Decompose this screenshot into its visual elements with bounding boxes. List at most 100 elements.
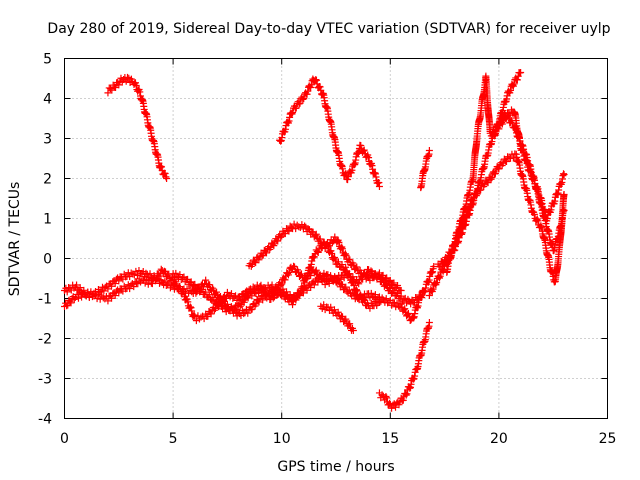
data-point: [202, 276, 210, 284]
data-point: [513, 76, 521, 84]
data-point: [401, 305, 409, 313]
data-point: [205, 291, 213, 299]
data-point: [180, 289, 188, 297]
y-tick-label: 0: [43, 252, 52, 268]
data-point: [301, 222, 309, 230]
data-point: [346, 320, 354, 328]
data-point: [312, 266, 320, 274]
data-point: [331, 273, 339, 281]
data-point: [357, 291, 365, 299]
y-tick-label: -2: [38, 332, 52, 348]
data-point: [100, 287, 108, 295]
data-point: [80, 286, 88, 294]
series-seg-afternoon-high: [417, 147, 433, 192]
data-point: [344, 176, 352, 184]
data-point: [289, 301, 297, 309]
data-point: [402, 391, 410, 399]
x-tick-label: 20: [490, 431, 508, 447]
series-seg-midday-high: [276, 75, 383, 190]
data-point: [397, 287, 405, 294]
data-point: [74, 294, 82, 302]
data-point: [349, 278, 357, 286]
data-point: [363, 272, 371, 280]
data-point: [213, 296, 221, 304]
data-points: [61, 69, 568, 412]
data-point: [431, 280, 439, 288]
data-point: [473, 190, 481, 198]
data-point: [429, 285, 437, 293]
x-tick-label: 15: [381, 431, 399, 447]
data-point: [330, 306, 338, 314]
data-point: [436, 272, 444, 280]
data-point: [279, 289, 287, 297]
data-point: [284, 269, 292, 277]
data-point: [202, 288, 210, 296]
data-point: [344, 173, 352, 181]
data-point: [382, 393, 390, 401]
data-point: [390, 279, 398, 287]
data-point: [537, 222, 545, 230]
data-point: [130, 271, 138, 279]
data-point: [304, 87, 312, 95]
data-point: [304, 225, 312, 233]
data-point: [339, 245, 347, 253]
data-point: [85, 293, 93, 301]
data-point: [346, 256, 354, 264]
data-point: [419, 287, 427, 294]
y-tick-label: -1: [38, 292, 52, 308]
data-point: [107, 85, 115, 93]
data-point: [353, 263, 361, 271]
data-point: [538, 223, 546, 231]
data-point: [278, 280, 286, 288]
data-point: [262, 249, 270, 257]
data-point: [141, 279, 149, 287]
data-point: [435, 273, 443, 281]
data-point: [93, 295, 101, 303]
series-seg-early-high: [104, 73, 171, 182]
data-point: [300, 95, 308, 103]
data-point: [255, 256, 263, 264]
data-point: [240, 298, 248, 306]
y-tick-label: 2: [43, 172, 52, 188]
data-point: [530, 210, 538, 218]
data-point: [111, 280, 119, 288]
chart-title: Day 280 of 2019, Sidereal Day-to-day VTE…: [47, 21, 610, 37]
data-point: [356, 292, 364, 300]
data-point: [296, 99, 304, 107]
data-point: [244, 294, 252, 302]
data-point: [137, 278, 145, 286]
data-point: [310, 281, 318, 289]
data-point: [63, 302, 71, 310]
data-point: [533, 216, 541, 224]
data-point: [290, 220, 298, 228]
x-axis-label: GPS time / hours: [277, 459, 394, 475]
data-point: [428, 287, 436, 295]
data-point: [334, 276, 342, 284]
data-point: [487, 175, 495, 183]
data-point: [472, 192, 480, 200]
data-point: [285, 227, 293, 235]
data-point: [88, 293, 96, 301]
data-point: [383, 274, 391, 282]
data-point: [148, 280, 156, 288]
data-point: [198, 286, 206, 294]
series-seg-bump: [245, 220, 405, 294]
data-point: [425, 147, 433, 154]
series-seg-short-dip: [317, 301, 357, 334]
data-point: [270, 242, 278, 250]
data-point: [144, 280, 152, 288]
data-point: [291, 263, 299, 271]
data-point: [269, 294, 277, 302]
y-tick-labels: -4 -3 -2 -1 0 1 2 3 4 5: [38, 52, 52, 428]
data-point: [339, 165, 347, 173]
x-tick-label: 10: [273, 431, 291, 447]
data-point: [244, 309, 252, 317]
series-seg-baseline-c: [169, 238, 383, 316]
data-point: [264, 289, 272, 297]
data-point: [127, 269, 135, 277]
data-point: [158, 163, 166, 171]
data-point: [76, 284, 84, 292]
data-point: [151, 276, 159, 284]
data-point: [378, 391, 386, 399]
